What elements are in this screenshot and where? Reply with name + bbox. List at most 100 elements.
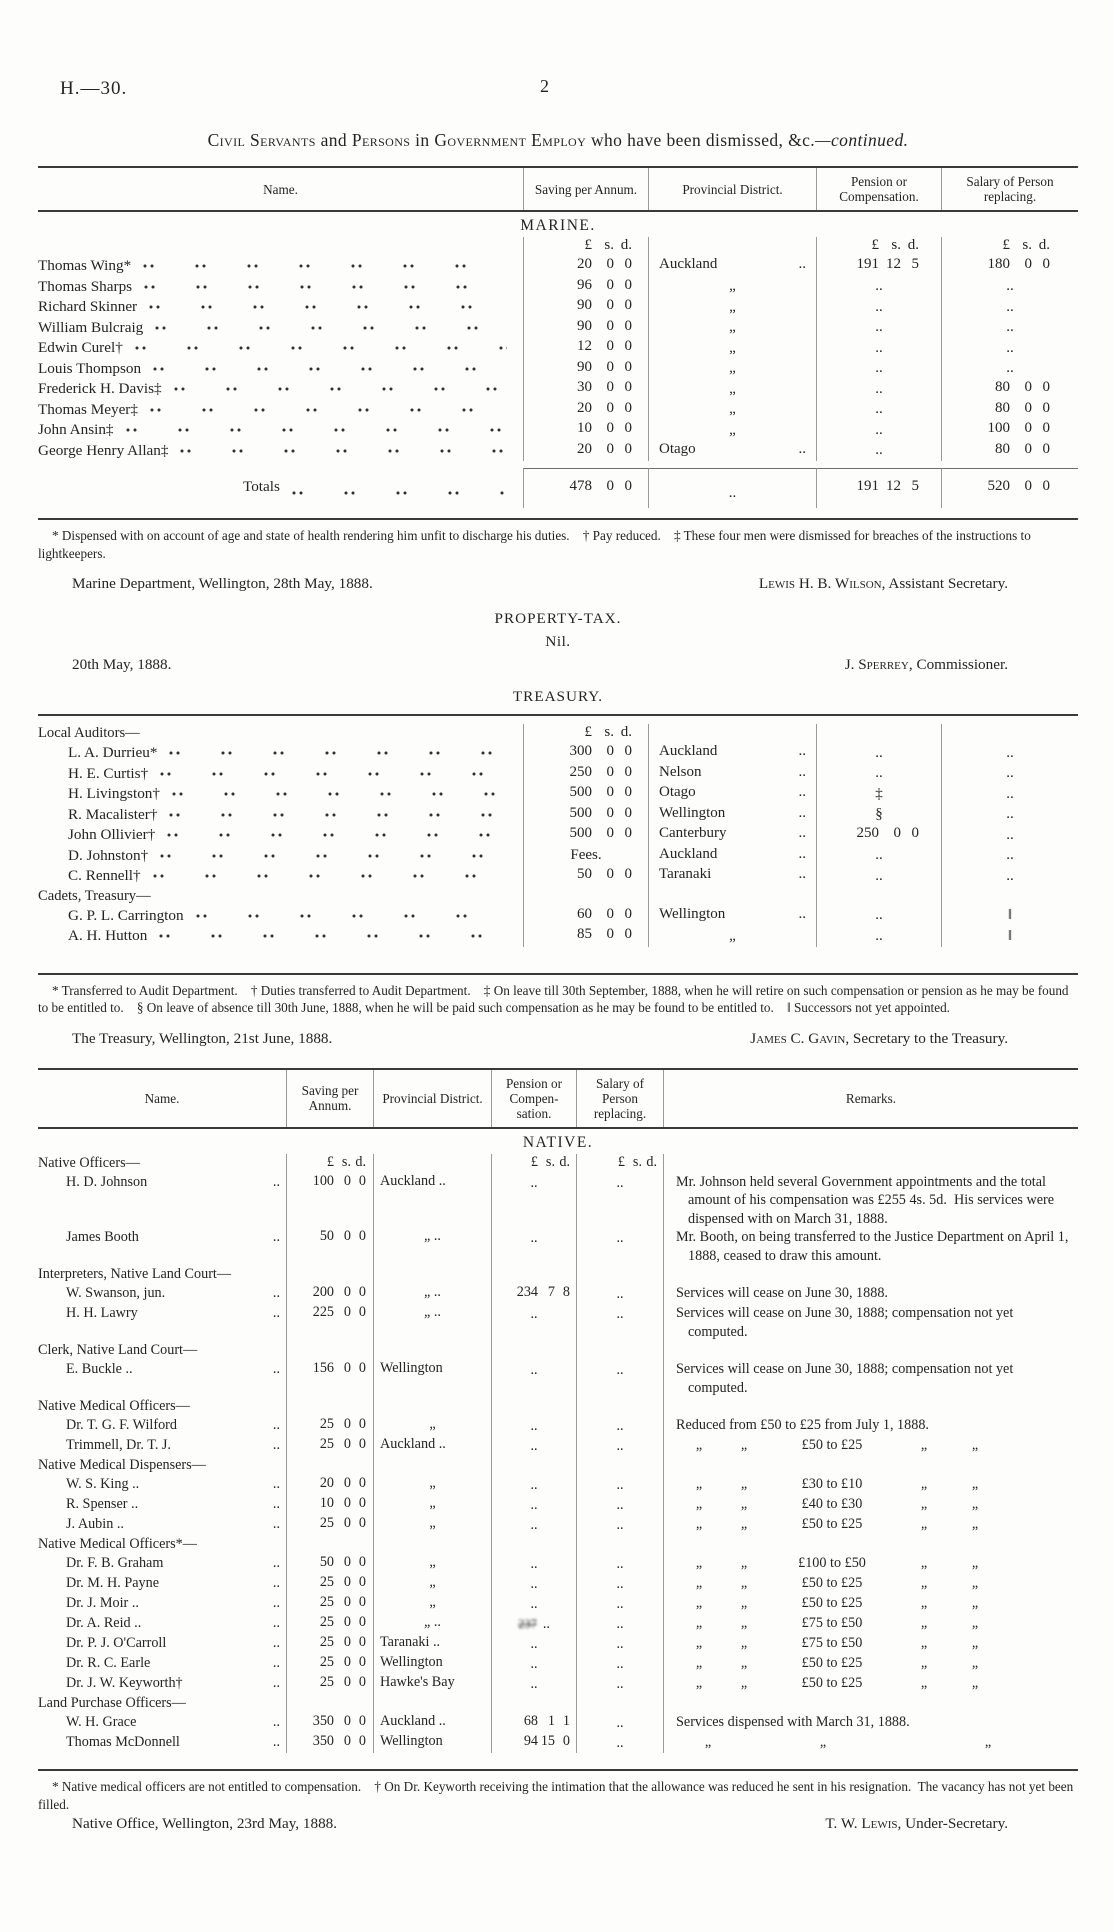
- currency-units: £ s. d.: [286, 1153, 373, 1173]
- footnote: * Native medical officers are not entitl…: [38, 1779, 1077, 1812]
- signature: J. Sperrey, Commissioner.: [844, 656, 1008, 673]
- signature: Lewis H. B. Wilson, Assistant Secretary.: [758, 575, 1008, 592]
- group-row: Local Auditors— £ s. d.: [38, 724, 1078, 743]
- signoff-place-date: The Treasury, Wellington, 21st June, 188…: [72, 1029, 333, 1047]
- marine-table: Name. Saving per Annum. Provincial Distr…: [38, 166, 1078, 520]
- native-table-header: Name. Saving per Annum. Provincial Distr…: [38, 1069, 1078, 1129]
- table-row: Dr. P. J. O'Carroll.. 25 0 0 Taranaki .. .…: [38, 1634, 1078, 1654]
- property-tax-nil: Nil.: [545, 633, 571, 650]
- table-row: H. H. Lawry.. 225 0 0 „ .. .. .. Services …: [38, 1304, 1078, 1341]
- signoff-property-tax: 20th May, 1888. J. Sperrey, Commissioner…: [38, 656, 1078, 674]
- signoff-native: Native Office, Wellington, 23rd May, 188…: [38, 1815, 1078, 1833]
- signoff-marine: Marine Department, Wellington, 28th May,…: [38, 575, 1078, 593]
- column-header-saving: Saving per Annum.: [523, 168, 648, 210]
- table-row: J. Aubin .... 25 0 0 „ .. .. „ „ £50 to £25 „…: [38, 1515, 1078, 1535]
- group-label: Interpreters, Native Land Court—: [38, 1266, 232, 1282]
- table-row: H. D. Johnson.. 100 0 0 Auckland .. .. .. …: [38, 1172, 1078, 1228]
- dot-leader: [153, 362, 507, 375]
- table-row: John Ollivier† 500 0 0 Canterbury.. 250 0 0 …: [38, 825, 1078, 846]
- remark: „ „ £50 to £25 „ „: [663, 1674, 1078, 1694]
- table-row: Louis Thompson 90 0 0 „ .. ..: [38, 358, 1078, 379]
- footnote: * Dispensed with on account of age and s…: [38, 528, 1035, 561]
- section-heading-property-tax: PROPERTY-TAX.: [494, 610, 622, 627]
- section-heading-marine: MARINE.: [520, 217, 596, 234]
- group-row: Native Medical Officers*—: [38, 1535, 1078, 1554]
- group-label: Native Officers—: [38, 1154, 140, 1171]
- dot-leader: [152, 870, 507, 883]
- table-row: Richard Skinner 90 0 0 „ .. ..: [38, 297, 1078, 318]
- footnote-symbol: ‖: [1007, 927, 1013, 944]
- signoff-place-date: Marine Department, Wellington, 28th May,…: [72, 575, 373, 592]
- signature: James C. Gavin, Secretary to the Treasur…: [750, 1029, 1008, 1047]
- currency-header-row: £ s. d. £ s. d. £ s. d.: [38, 237, 1078, 256]
- remark: Services dispensed with March 31, 1888.: [663, 1713, 1078, 1733]
- table-row: Frederick H. Davis‡ 30 0 0 „ .. 80 0 0: [38, 379, 1078, 400]
- group-label: Local Auditors—: [38, 725, 140, 741]
- table-row: Trimmell, Dr. T. J... 25 0 0 Auckland .. .…: [38, 1436, 1078, 1456]
- dot-leader: [195, 909, 507, 922]
- remark: „ „ £40 to £30 „ „: [663, 1495, 1078, 1515]
- remark: Reduced from £50 to £25 from July 1, 188…: [663, 1416, 1078, 1436]
- table-row: Dr. J. W. Keyworth†.. 25 0 0 Hawke's Bay .…: [38, 1674, 1078, 1694]
- currency-units: £ s. d.: [576, 1153, 663, 1173]
- table-row: William Bulcraig 90 0 0 „ .. ..: [38, 317, 1078, 338]
- group-row: Land Purchase Officers—: [38, 1694, 1078, 1713]
- table-row: Thomas Meyer‡ 20 0 0 „ .. 80 0 0: [38, 399, 1078, 420]
- group-label: Land Purchase Officers—: [38, 1695, 186, 1711]
- dot-leader: [169, 747, 507, 760]
- group-label: Native Medical Officers—: [38, 1398, 190, 1414]
- column-header-name: Name.: [144, 1090, 180, 1106]
- dot-leader: [144, 280, 507, 293]
- table-row: John Ansin‡ 10 0 0 „ .. 100 0 0: [38, 420, 1078, 441]
- group-row: Cadets, Treasury—: [38, 886, 1078, 906]
- dot-leader: [291, 486, 507, 499]
- remark: „ „ £75 to £50 „ „: [663, 1634, 1078, 1654]
- dot-leader: [143, 260, 507, 273]
- currency-units: £ s. d.: [523, 724, 648, 743]
- table-row: H. E. Curtis† 250 0 0 Nelson.. .. ..: [38, 763, 1078, 784]
- footnote-symbol: ‡: [875, 785, 883, 802]
- footnote: * Transferred to Audit Department. † Dut…: [38, 982, 1072, 1016]
- treasury-table: Local Auditors— £ s. d. L. A. Durrieu* 300…: [38, 714, 1078, 975]
- dot-leader: [167, 829, 507, 842]
- dot-leader: [149, 301, 507, 314]
- remark: Mr. Booth, on being transferred to the J…: [663, 1228, 1078, 1265]
- remark: „ „ „: [663, 1733, 1078, 1753]
- column-header-district: Provincial District.: [373, 1069, 491, 1127]
- remark: „ „ £100 to £50 „ „: [663, 1554, 1078, 1574]
- remark: „ „ £75 to £50 „ „: [663, 1614, 1078, 1634]
- dot-leader: [169, 808, 507, 821]
- table-row: George Henry Allan‡ 20 0 0 Otago.. .. 80 0 0: [38, 440, 1078, 461]
- table-row: G. P. L. Carrington 60 0 0 Wellington.. ..…: [38, 905, 1078, 926]
- dot-leader: [180, 444, 507, 457]
- group-row: Native Medical Officers—: [38, 1397, 1078, 1416]
- remark: „ „ £50 to £25 „ „: [663, 1594, 1078, 1614]
- signature: T. W. Lewis, Under-Secretary.: [825, 1815, 1008, 1832]
- table-row: L. A. Durrieu* 300 0 0 Auckland.. .. ..: [38, 743, 1078, 764]
- section-heading-treasury: TREASURY.: [512, 688, 604, 705]
- group-row: Native Officers— £ s. d. £ s. d. £ s. d.: [38, 1153, 1078, 1173]
- dot-leader: [134, 342, 507, 355]
- table-row: Dr. J. Moir .... 25 0 0 „ .. .. „ „ £50 to £…: [38, 1594, 1078, 1614]
- group-label: Clerk, Native Land Court—: [38, 1342, 198, 1358]
- dot-leader: [160, 767, 507, 780]
- document-reference: H.—30.: [60, 78, 128, 99]
- table-row: Dr. R. C. Earle.. 25 0 0 Wellington .. .. …: [38, 1654, 1078, 1674]
- dot-leader: [173, 383, 507, 396]
- page-header: H.—30.: [38, 0, 1078, 100]
- dot-leader: [171, 788, 507, 801]
- section-heading-native: NATIVE.: [522, 1133, 594, 1151]
- table-row: R. Macalister† 500 0 0 Wellington.. § ..: [38, 804, 1078, 825]
- table-row: D. Johnston† Fees. Auckland.. .. ..: [38, 845, 1078, 866]
- table-row: Dr. F. B. Graham.. 50 0 0 „ .. .. „ „ £100 t…: [38, 1554, 1078, 1574]
- dot-leader: [125, 424, 507, 437]
- dot-leader: [155, 321, 507, 334]
- page-title: Civil Servants and Persons in Government…: [207, 130, 909, 150]
- dot-leader: [159, 930, 507, 943]
- marine-table-header: Name. Saving per Annum. Provincial Distr…: [38, 168, 1078, 212]
- group-label: Native Medical Officers*—: [38, 1536, 197, 1552]
- table-row: Edwin Curel† 12 0 0 „ .. ..: [38, 338, 1078, 359]
- table-row: H. Livingston† 500 0 0 Otago.. ‡ ..: [38, 784, 1078, 805]
- remark: „ „ £50 to £25 „ „: [663, 1436, 1078, 1456]
- table-row: W. Swanson, jun... 200 0 0 „ .. 234 7 8 .. S…: [38, 1284, 1078, 1304]
